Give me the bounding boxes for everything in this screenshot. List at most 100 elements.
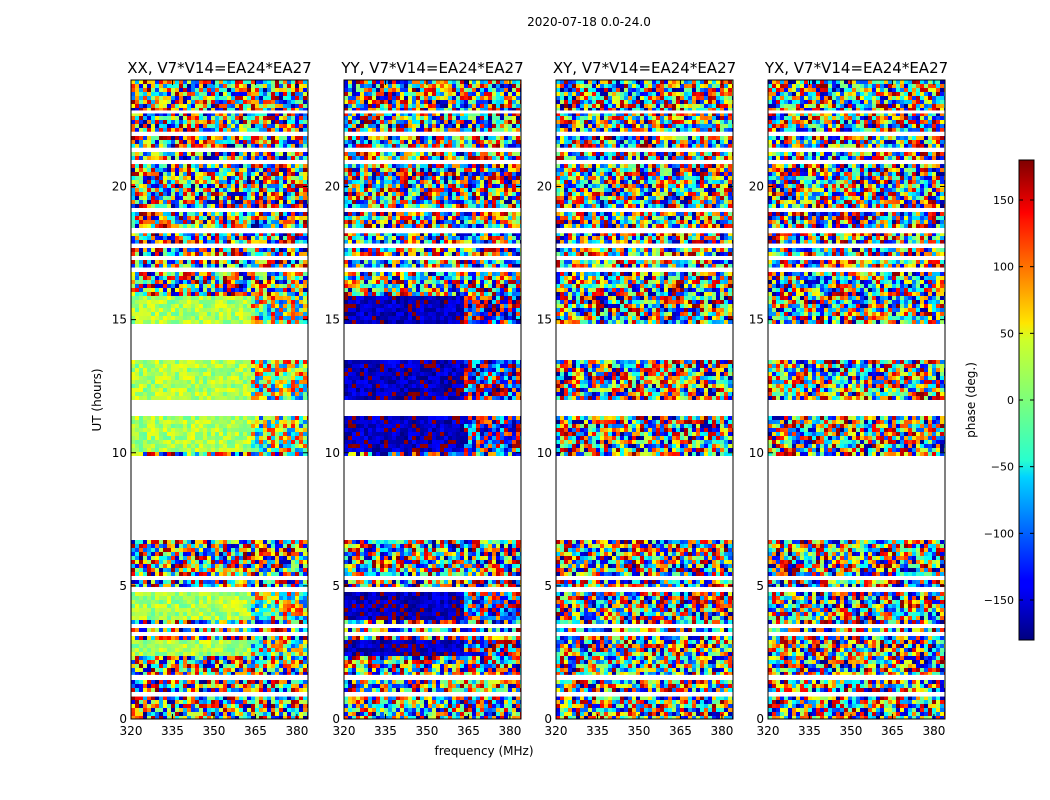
heatmap-cell [163, 236, 167, 240]
heatmap-cell [271, 452, 275, 456]
heatmap-cell [187, 568, 191, 572]
heatmap-cell [251, 220, 255, 224]
heatmap-cell [131, 556, 135, 560]
heatmap-cell [135, 220, 139, 224]
heatmap-cell [251, 128, 255, 132]
heatmap-cell [147, 428, 151, 432]
heatmap-cell [187, 108, 191, 112]
heatmap-cell [195, 388, 199, 392]
heatmap-cell [243, 604, 247, 608]
heatmap-cell [155, 112, 159, 116]
heatmap-cell [179, 360, 183, 364]
heatmap-cell [139, 628, 143, 632]
heatmap-cell [151, 600, 155, 604]
heatmap-cell [195, 316, 199, 320]
heatmap-cell [215, 260, 219, 264]
heatmap-cell [151, 608, 155, 612]
heatmap-cell [183, 396, 187, 400]
heatmap-cell [135, 156, 139, 160]
heatmap-cell [231, 680, 235, 684]
heatmap-cell [163, 628, 167, 632]
heatmap-cell [275, 652, 279, 656]
heatmap-cell [191, 424, 195, 428]
heatmap-cell [279, 212, 283, 216]
heatmap-cell [263, 592, 267, 596]
heatmap-cell [131, 684, 135, 688]
heatmap-cell [139, 92, 143, 96]
heatmap-cell [247, 124, 251, 128]
heatmap-cell [243, 224, 247, 228]
heatmap-cell [175, 184, 179, 188]
heatmap-cell [171, 168, 175, 172]
heatmap-cell [271, 100, 275, 104]
heatmap-cell [227, 124, 231, 128]
heatmap-cell [283, 140, 287, 144]
heatmap-cell [255, 672, 259, 676]
heatmap-cell [187, 284, 191, 288]
heatmap-cell [187, 124, 191, 128]
heatmap-cell [171, 416, 175, 420]
heatmap-cell [263, 648, 267, 652]
heatmap-cell [199, 444, 203, 448]
heatmap-cell [263, 172, 267, 176]
heatmap-cell [167, 184, 171, 188]
heatmap-cell [143, 264, 147, 268]
heatmap-cell [303, 272, 307, 276]
heatmap-cell [279, 600, 283, 604]
heatmap-cell [235, 80, 239, 84]
heatmap-cell [179, 100, 183, 104]
heatmap-cell [147, 688, 151, 692]
heatmap-cell [235, 100, 239, 104]
heatmap-cell [263, 136, 267, 140]
heatmap-cell [155, 364, 159, 368]
heatmap-cell [263, 144, 267, 148]
heatmap-cell [159, 712, 163, 716]
heatmap-cell [135, 200, 139, 204]
heatmap-cell [283, 564, 287, 568]
heatmap-cell [291, 164, 295, 168]
heatmap-cell [295, 108, 299, 112]
heatmap-cell [295, 260, 299, 264]
heatmap-cell [263, 88, 267, 92]
heatmap-cell [151, 320, 155, 324]
heatmap-cell [291, 680, 295, 684]
heatmap-cell [267, 276, 271, 280]
heatmap-cell [131, 436, 135, 440]
heatmap-cell [291, 120, 295, 124]
heatmap-cell [191, 88, 195, 92]
heatmap-cell [187, 392, 191, 396]
heatmap-cell [219, 684, 223, 688]
heatmap-cell [163, 84, 167, 88]
heatmap-cell [175, 552, 179, 556]
heatmap-cell [259, 288, 263, 292]
heatmap-cell [139, 80, 143, 84]
heatmap-cell [219, 80, 223, 84]
heatmap-cell [303, 224, 307, 228]
heatmap-cell [279, 596, 283, 600]
heatmap-cell [243, 100, 247, 104]
heatmap-cell [231, 152, 235, 156]
heatmap-cell [275, 364, 279, 368]
heatmap-cell [179, 240, 183, 244]
heatmap-cell [199, 440, 203, 444]
heatmap-cell [267, 704, 271, 708]
heatmap-cell [271, 648, 275, 652]
heatmap-cell [163, 392, 167, 396]
heatmap-cell [235, 156, 239, 160]
heatmap-cell [299, 640, 303, 644]
heatmap-cell [203, 540, 207, 544]
heatmap-cell [267, 376, 271, 380]
heatmap-cell [191, 388, 195, 392]
heatmap-cell [219, 320, 223, 324]
heatmap-cell [243, 240, 247, 244]
heatmap-cell [239, 156, 243, 160]
heatmap-cell [155, 448, 159, 452]
heatmap-cell [211, 180, 215, 184]
heatmap-cell [283, 548, 287, 552]
heatmap-cell [271, 440, 275, 444]
heatmap-cell [239, 652, 243, 656]
heatmap-cell [195, 664, 199, 668]
heatmap-cell [143, 180, 147, 184]
heatmap-cell [151, 584, 155, 588]
heatmap-cell [287, 712, 291, 716]
